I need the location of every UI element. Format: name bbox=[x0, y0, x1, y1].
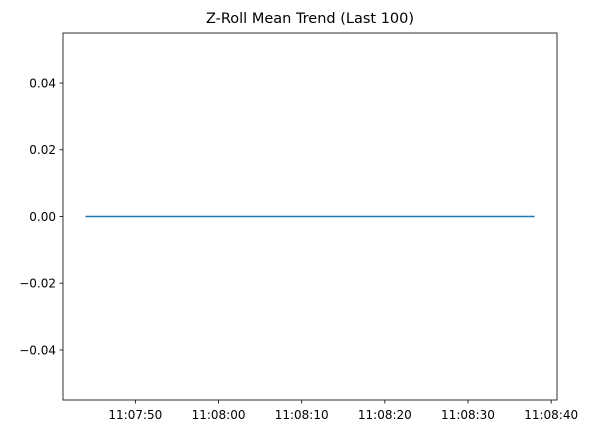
x-tick-label: 11:08:00 bbox=[192, 408, 246, 422]
x-tick-label: 11:08:20 bbox=[358, 408, 412, 422]
x-tick-label: 11:08:10 bbox=[275, 408, 329, 422]
x-tick-label: 11:08:30 bbox=[441, 408, 495, 422]
plot-area: 0.04 0.02 0.00 −0.02 −0.04 11:07:50 11:08:00 11… bbox=[19, 76, 578, 422]
x-tick-label: 11:07:50 bbox=[108, 408, 162, 422]
y-tick-label: 0.00 bbox=[29, 210, 56, 224]
x-tick-label: 11:08:40 bbox=[524, 408, 578, 422]
y-tick-label: −0.02 bbox=[19, 277, 56, 291]
y-tick-label: 0.04 bbox=[29, 76, 56, 90]
chart-title: Z-Roll Mean Trend (Last 100) bbox=[206, 11, 414, 27]
y-tick-label: 0.02 bbox=[29, 143, 56, 157]
y-tick-label: −0.04 bbox=[19, 343, 56, 357]
plot-frame bbox=[62, 32, 558, 401]
